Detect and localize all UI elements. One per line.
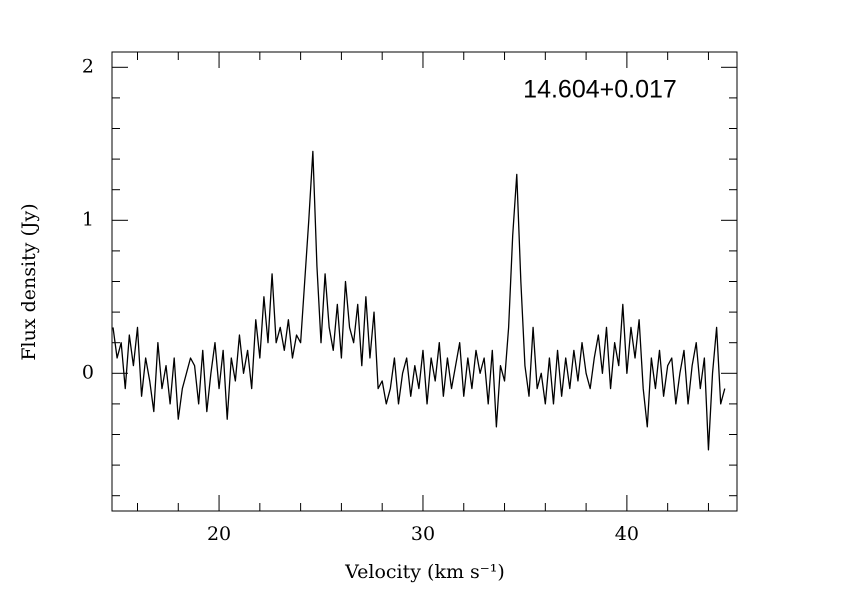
annotation: 14.604+0.017 [523,76,677,104]
x-tick-label: 40 [615,523,639,545]
spectrum-line [112,150,726,451]
y-tick-label: 2 [82,55,94,77]
y-axis-label: Flux density (Jy) [18,203,40,360]
x-tick-label: 20 [207,523,231,545]
x-axis-label: Velocity (km s⁻¹) [344,561,505,583]
y-tick-label: 0 [82,361,94,383]
plot-frame [111,51,738,512]
y-tick-label: 1 [82,208,94,230]
x-tick-label: 30 [411,523,435,545]
